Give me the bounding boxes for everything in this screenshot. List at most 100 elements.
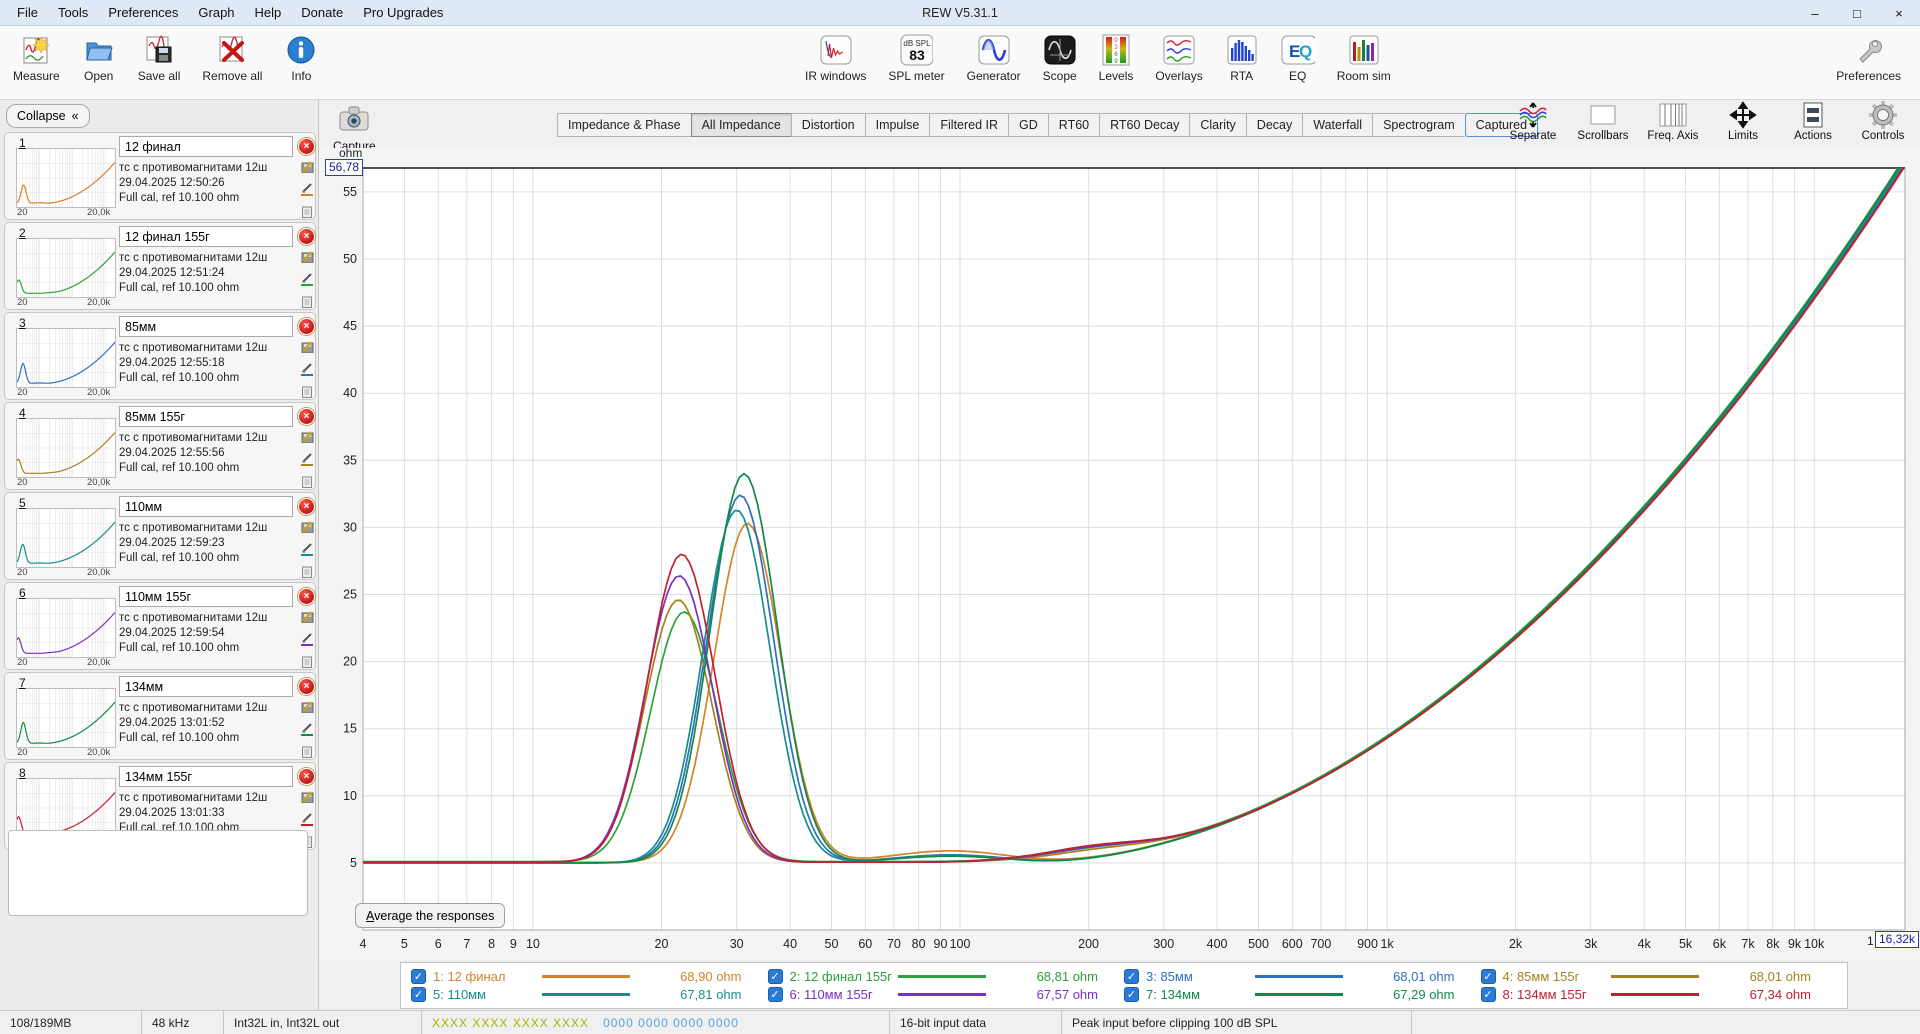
delete-measurement-button[interactable]: ×	[298, 318, 315, 335]
edit-info-icon[interactable]	[300, 609, 314, 628]
edit-info-icon[interactable]	[300, 699, 314, 718]
menu-donate[interactable]: Donate	[301, 5, 344, 20]
separate-button[interactable]: Separate	[1502, 100, 1564, 142]
tab-impulse[interactable]: Impulse	[864, 113, 930, 137]
edit-info-icon[interactable]	[300, 339, 314, 358]
measurement-name-input[interactable]	[119, 676, 293, 697]
edit-info-icon[interactable]	[300, 429, 314, 448]
measurement-card[interactable]: 2 20 20,0k × тс с противомагнитами 12ш 29.04.…	[4, 222, 316, 310]
maximize-button[interactable]: □	[1853, 5, 1861, 21]
measurement-card[interactable]: 5 20 20,0k × тс с противомагнитами 12ш 29.04.…	[4, 492, 316, 580]
notes-icon[interactable]	[301, 655, 313, 673]
notes-icon[interactable]	[301, 205, 313, 223]
measure-button[interactable]: Measure	[8, 30, 65, 86]
save-all-button[interactable]: Save all	[133, 30, 186, 86]
measurement-name-input[interactable]	[119, 226, 293, 247]
levels-button[interactable]: 0 3 6 9 Levels	[1094, 30, 1139, 86]
generator-button[interactable]: Generator	[962, 30, 1026, 86]
delete-measurement-button[interactable]: ×	[298, 138, 315, 155]
overlays-button[interactable]: Overlays	[1150, 30, 1207, 86]
delete-measurement-button[interactable]: ×	[298, 678, 315, 695]
limits-button[interactable]: Limits	[1712, 100, 1774, 142]
controls-button[interactable]: Controls	[1852, 100, 1914, 142]
measurement-thumbnail[interactable]	[16, 238, 116, 298]
notes-icon[interactable]	[301, 385, 313, 403]
trace-colour-icon[interactable]	[300, 452, 314, 471]
tab-decay[interactable]: Decay	[1245, 113, 1303, 137]
freq-axis-button[interactable]: Freq. Axis	[1642, 100, 1704, 142]
trace-colour-icon[interactable]	[300, 272, 314, 291]
delete-measurement-button[interactable]: ×	[298, 768, 315, 785]
tab-clarity[interactable]: Clarity	[1189, 113, 1246, 137]
measurement-name-input[interactable]	[119, 496, 293, 517]
tab-waterfall[interactable]: Waterfall	[1302, 113, 1373, 137]
legend-checkbox[interactable]: ✓	[411, 987, 426, 1002]
edit-info-icon[interactable]	[300, 789, 314, 808]
trace-colour-icon[interactable]	[300, 182, 314, 201]
delete-measurement-button[interactable]: ×	[298, 228, 315, 245]
tab-all-impedance[interactable]: All Impedance	[690, 113, 791, 137]
delete-measurement-button[interactable]: ×	[298, 588, 315, 605]
close-button[interactable]: ×	[1895, 5, 1903, 21]
y-axis-top-limit-box[interactable]: 56,78	[325, 159, 364, 176]
notes-icon[interactable]	[301, 475, 313, 493]
minimize-button[interactable]: –	[1811, 5, 1819, 21]
notes-icon[interactable]	[301, 745, 313, 763]
average-responses-button[interactable]: Average the responses	[355, 903, 506, 928]
measurement-thumbnail[interactable]	[16, 148, 116, 208]
measurement-name-input[interactable]	[119, 136, 293, 157]
measurement-thumbnail[interactable]	[16, 418, 116, 478]
menu-preferences[interactable]: Preferences	[108, 5, 179, 20]
trace-colour-icon[interactable]	[300, 362, 314, 381]
scope-button[interactable]: Scope	[1038, 30, 1082, 86]
info-button[interactable]: Info	[279, 30, 323, 86]
menu-graph[interactable]: Graph	[198, 5, 235, 20]
measurement-card[interactable]: 6 20 20,0k × тс с противомагнитами 12ш 29.04.…	[4, 582, 316, 670]
tab-impedance-phase[interactable]: Impedance & Phase	[557, 113, 691, 137]
edit-info-icon[interactable]	[300, 519, 314, 538]
measurement-thumbnail[interactable]	[16, 688, 116, 748]
measurement-thumbnail[interactable]	[16, 328, 116, 388]
impedance-chart[interactable]: 55 50 45 40 35 30 25 20 15 10 5 4 5 6 7 8 9 10 20 30 40 50 60 7…	[322, 142, 1918, 963]
open-button[interactable]: Open	[77, 30, 121, 86]
trace-colour-icon[interactable]	[300, 542, 314, 561]
edit-info-icon[interactable]	[300, 249, 314, 268]
spl-meter-button[interactable]: dB SPL 83 SPL meter	[883, 30, 949, 86]
legend-checkbox[interactable]: ✓	[1124, 987, 1139, 1002]
measurement-card[interactable]: 4 20 20,0k × тс с противомагнитами 12ш 29.04.…	[4, 402, 316, 490]
measurement-thumbnail[interactable]	[16, 598, 116, 658]
room-sim-button[interactable]: Room sim	[1332, 30, 1396, 86]
measurement-name-input[interactable]	[119, 406, 293, 427]
menu-file[interactable]: File	[17, 5, 38, 20]
preferences-button[interactable]: Preferences	[1831, 30, 1906, 86]
legend-checkbox[interactable]: ✓	[411, 969, 426, 984]
delete-measurement-button[interactable]: ×	[298, 408, 315, 425]
legend-checkbox[interactable]: ✓	[1480, 987, 1496, 1002]
legend-checkbox[interactable]: ✓	[1480, 969, 1496, 984]
collapse-sidebar-button[interactable]: Collapse «	[6, 104, 90, 128]
tab-filtered-ir[interactable]: Filtered IR	[929, 113, 1009, 137]
tab-gd[interactable]: GD	[1008, 113, 1048, 137]
menu-tools[interactable]: Tools	[57, 5, 89, 20]
notes-icon[interactable]	[301, 295, 313, 313]
measurement-name-input[interactable]	[119, 766, 293, 787]
tab-distortion[interactable]: Distortion	[790, 113, 865, 137]
rta-button[interactable]: RTA	[1220, 30, 1264, 86]
measurement-card[interactable]: 7 20 20,0k × тс с противомагнитами 12ш 29.04.…	[4, 672, 316, 760]
legend-checkbox[interactable]: ✓	[1124, 969, 1139, 984]
trace-colour-icon[interactable]	[300, 722, 314, 741]
measurement-card[interactable]: 3 20 20,0k × тс с противомагнитами 12ш 29.04.…	[4, 312, 316, 400]
eq-button[interactable]: E Q EQ	[1276, 30, 1320, 86]
trace-colour-icon[interactable]	[300, 632, 314, 651]
notes-icon[interactable]	[301, 565, 313, 583]
menu-help[interactable]: Help	[254, 5, 282, 20]
measurement-name-input[interactable]	[119, 586, 293, 607]
x-axis-right-limit-box[interactable]: 16,32k	[1875, 931, 1920, 948]
remove-all-button[interactable]: Remove all	[197, 30, 267, 86]
legend-checkbox[interactable]: ✓	[767, 969, 783, 984]
measurement-name-input[interactable]	[119, 316, 293, 337]
actions-button[interactable]: Actions	[1782, 100, 1844, 142]
tab-rt60[interactable]: RT60	[1047, 113, 1100, 137]
tab-spectrogram[interactable]: Spectrogram	[1372, 113, 1465, 137]
tab-rt60-decay[interactable]: RT60 Decay	[1099, 113, 1190, 137]
